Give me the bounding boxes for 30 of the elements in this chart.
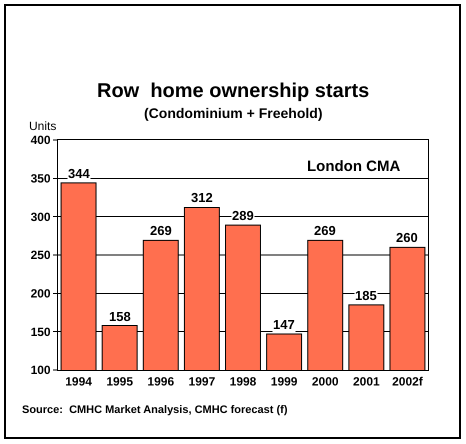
data-label: 289 (232, 208, 254, 223)
x-tick-label: 1996 (147, 374, 174, 388)
y-tick-label: 250 (30, 248, 51, 262)
data-label: 269 (314, 223, 336, 238)
y-tick-label: 300 (30, 210, 51, 224)
annotation: London CMA (307, 158, 400, 175)
data-label: 158 (109, 309, 131, 324)
y-tick-label: 400 (30, 133, 51, 148)
data-label: 344 (68, 166, 90, 181)
x-tick-label: 1999 (270, 374, 298, 388)
y-tick-label: 150 (30, 324, 51, 339)
x-tick-label: 1997 (188, 374, 216, 388)
data-label: 269 (150, 223, 172, 238)
x-tick-label: 2001 (352, 374, 380, 388)
chart-subtitle: (Condominium + Freehold) (144, 105, 322, 121)
x-tick-label: 1995 (106, 374, 134, 388)
x-tick-label: 2002f (392, 374, 424, 388)
data-label: 185 (355, 288, 377, 303)
x-tick-label: 1998 (230, 374, 257, 388)
y-tick-label: 200 (30, 286, 51, 301)
x-tick-label: 1994 (65, 374, 92, 388)
source-note: Source: CMHC Market Analysis, CMHC forecast (f) (22, 404, 288, 416)
chart-title: Row home ownership starts (97, 80, 370, 102)
y-tick-label: 100 (30, 363, 51, 378)
y-axis-title: Units (29, 119, 56, 133)
data-label: 147 (273, 317, 295, 332)
x-tick-label: 2000 (312, 374, 339, 388)
y-tick-label: 350 (30, 172, 51, 186)
data-label: 312 (191, 190, 213, 205)
data-label: 260 (396, 230, 418, 245)
